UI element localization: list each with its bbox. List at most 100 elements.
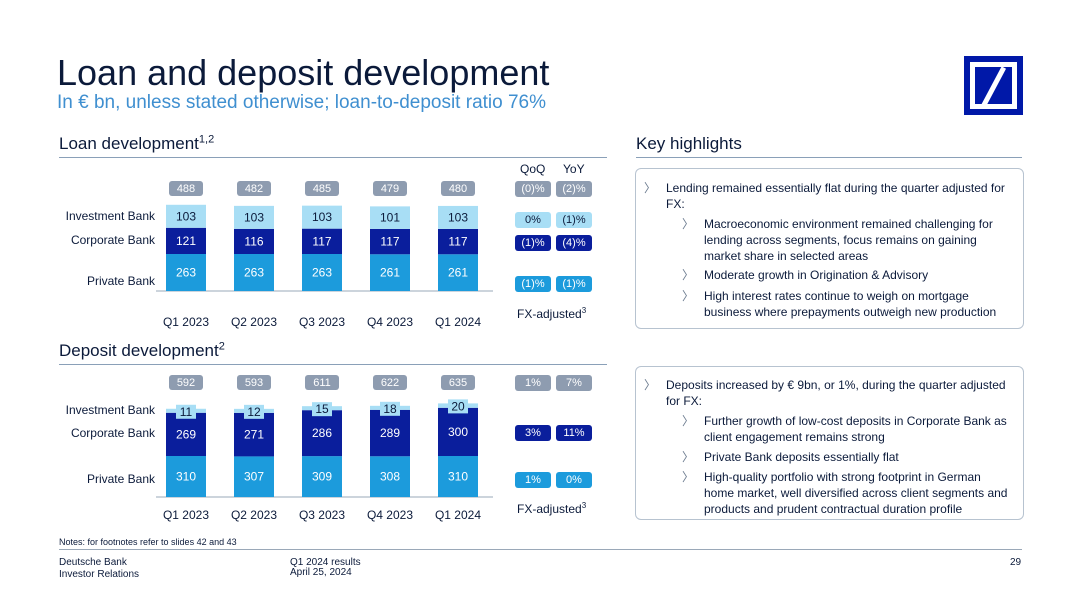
footnote-text: Notes: for footnotes refer to slides 42 … xyxy=(59,537,237,547)
loan-fx-adjusted-label: FX-adjusted3 xyxy=(517,306,587,321)
total-value-label: 592 xyxy=(177,377,195,389)
chevron-right-icon: 〉 xyxy=(682,450,695,464)
loan-cb-qoq: (1)% xyxy=(515,235,551,251)
bar-value-label: 263 xyxy=(176,266,196,280)
deposit-pb-yoy: 0% xyxy=(556,472,592,488)
total-chip xyxy=(305,375,339,390)
page-subtitle: In € bn, unless stated otherwise; loan-t… xyxy=(57,92,547,113)
footer-rule xyxy=(59,549,1022,550)
deposit-total-yoy: 7% xyxy=(556,375,592,391)
bar-segment-investment-bank xyxy=(438,205,478,229)
deposit-highlights-box: 〉 Deposits increased by € 9bn, or 1%, du… xyxy=(635,366,1024,520)
loan-pb-yoy: (1)% xyxy=(556,276,592,292)
series-row-label: Investment Bank xyxy=(66,209,156,223)
bar-value-label: 103 xyxy=(448,210,468,224)
bar-segment-private-bank xyxy=(234,456,274,497)
bar-segment-private-bank xyxy=(370,254,410,291)
loan-total-yoy: (2)% xyxy=(556,181,592,197)
footer-page-number: 29 xyxy=(1010,557,1022,568)
total-chip xyxy=(373,181,407,196)
bar-value-label: 117 xyxy=(312,234,331,248)
deposit-cb-qoq: 3% xyxy=(515,425,551,441)
total-chip xyxy=(237,181,271,196)
chevron-right-icon: 〉 xyxy=(644,181,657,195)
loan-cb-yoy: (4)% xyxy=(556,235,592,251)
bar-segment-private-bank xyxy=(370,456,410,497)
chevron-right-icon: 〉 xyxy=(682,217,695,231)
chevron-right-icon: 〉 xyxy=(682,414,695,428)
total-value-label: 485 xyxy=(313,183,331,195)
footer-company: Deutsche Bank xyxy=(59,557,127,568)
bar-value-label: 310 xyxy=(176,470,196,484)
bar-segment-private-bank xyxy=(166,254,206,291)
total-value-label: 593 xyxy=(245,377,263,389)
key-highlights-heading: Key highlights xyxy=(636,134,742,153)
bar-segment-private-bank xyxy=(438,456,478,497)
bar-value-label: 103 xyxy=(176,209,196,223)
bar-value-label: 117 xyxy=(448,235,467,249)
total-chip xyxy=(169,375,203,390)
total-chip xyxy=(305,181,339,196)
bar-segment-private-bank xyxy=(234,254,274,291)
series-row-label: Corporate Bank xyxy=(71,233,156,247)
bar-segment-private-bank xyxy=(438,254,478,291)
bar-value-label: 300 xyxy=(448,425,468,439)
bar-value-label: 116 xyxy=(244,234,263,248)
deposit-pb-qoq: 1% xyxy=(515,472,551,488)
bar-value-label: 269 xyxy=(176,427,196,441)
yoy-header: YoY xyxy=(563,162,585,176)
bar-value-label: 309 xyxy=(312,470,332,484)
deposit-fx-adjusted-label: FX-adjusted3 xyxy=(517,501,587,516)
series-row-label: Corporate Bank xyxy=(71,426,156,440)
bar-value-label: 15 xyxy=(315,402,329,416)
total-chip xyxy=(441,181,475,196)
total-chip xyxy=(237,375,271,390)
bar-segment-corporate-bank xyxy=(370,409,410,457)
footer-dept: Investor Relations xyxy=(59,569,140,580)
highlights-heading-rule xyxy=(636,157,1022,158)
deposit-development-heading: Deposit development2 xyxy=(59,340,225,360)
series-row-label: Private Bank xyxy=(87,274,156,288)
bar-segment-private-bank xyxy=(302,254,342,291)
bar-segment-private-bank xyxy=(302,456,342,497)
loan-heading-rule xyxy=(59,157,607,158)
x-tick-label: Q3 2023 xyxy=(299,508,345,522)
bar-value-label: 263 xyxy=(244,266,264,280)
bar-value-label: 261 xyxy=(448,266,468,280)
deposit-cb-yoy: 11% xyxy=(556,425,592,441)
loan-chart: Private Bank Corporate Bank Investment Ban… xyxy=(66,181,493,329)
bar-segment-investment-bank xyxy=(302,205,342,229)
total-value-label: 611 xyxy=(313,377,331,389)
x-tick-label: Q1 2023 xyxy=(163,508,209,522)
bar-value-label: 261 xyxy=(380,266,400,280)
loan-ib-qoq: 0% xyxy=(515,212,551,228)
chevron-right-icon: 〉 xyxy=(682,289,695,303)
bar-segment-corporate-bank xyxy=(234,228,274,254)
total-value-label: 482 xyxy=(245,183,263,195)
loan-ib-yoy: (1)% xyxy=(556,212,592,228)
total-value-label: 480 xyxy=(449,183,467,195)
total-value-label: 622 xyxy=(381,377,399,389)
qoq-header: QoQ xyxy=(520,162,546,176)
bar-value-label: 289 xyxy=(380,426,400,440)
footer-doc: Q1 2024 results xyxy=(290,557,361,568)
loan-pb-qoq: (1)% xyxy=(515,276,551,292)
bar-value-label: 307 xyxy=(244,470,264,484)
series-row-label: Private Bank xyxy=(87,472,156,486)
total-chip xyxy=(169,181,203,196)
bar-segment-corporate-bank xyxy=(166,227,206,254)
bar-label-bg xyxy=(176,404,196,419)
loan-highlights-box: 〉 Lending remained essentially flat duri… xyxy=(635,168,1024,329)
bar-label-bg xyxy=(380,401,400,416)
chevron-right-icon: 〉 xyxy=(682,470,695,484)
bar-segment-corporate-bank xyxy=(166,412,206,456)
total-value-label: 635 xyxy=(449,377,467,389)
deposit-chart: Private Bank Corporate Bank Investment Ban… xyxy=(66,375,493,522)
chevron-right-icon: 〉 xyxy=(644,378,657,392)
x-tick-label: Q1 2024 xyxy=(435,315,481,329)
deposit-heading-rule xyxy=(59,364,607,365)
x-tick-label: Q4 2023 xyxy=(367,508,413,522)
bar-segment-corporate-bank xyxy=(438,228,478,255)
total-value-label: 488 xyxy=(177,183,195,195)
